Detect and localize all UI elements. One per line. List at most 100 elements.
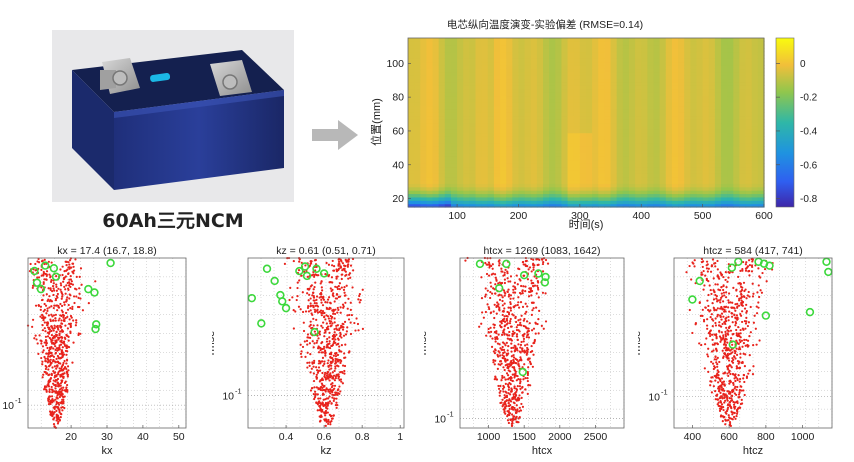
scatter-point xyxy=(537,332,540,335)
scatter-point xyxy=(499,384,502,388)
scatter-point xyxy=(58,317,61,320)
scatter-point xyxy=(513,349,516,353)
scatter-point xyxy=(59,369,62,372)
scatter-point xyxy=(505,391,508,394)
scatter-point xyxy=(40,356,43,360)
scatter-point xyxy=(331,360,334,363)
scatter-point xyxy=(515,388,519,391)
scatter-point xyxy=(492,359,495,362)
scatter-point xyxy=(62,278,66,281)
scatter-point xyxy=(342,326,345,329)
scatter-point xyxy=(329,314,332,318)
scatter-point xyxy=(292,327,295,330)
scatter-point xyxy=(66,375,69,378)
scatter-point xyxy=(746,339,750,342)
scatter-point xyxy=(333,300,336,303)
scatter-point xyxy=(530,313,533,316)
scatter-x-tick-label: 0.6 xyxy=(317,431,332,443)
scatter-point xyxy=(508,363,511,366)
scatter-point xyxy=(513,344,516,347)
scatter-point xyxy=(330,276,334,279)
scatter-point xyxy=(322,347,325,350)
heatmap-y-tick-label: 80 xyxy=(392,92,404,104)
scatter-point xyxy=(302,329,306,333)
scatter-point xyxy=(357,329,360,332)
scatter-point xyxy=(339,378,343,381)
scatter-point xyxy=(43,386,47,389)
scatter-point xyxy=(518,410,521,413)
scatter-y-tick-label: 10 xyxy=(2,400,14,412)
scatter-point xyxy=(502,351,505,355)
scatter-point xyxy=(347,351,351,354)
scatter-point xyxy=(504,403,507,406)
scatter-point xyxy=(731,357,734,360)
scatter-point xyxy=(748,295,751,298)
scatter-point xyxy=(340,344,343,347)
scatter-point xyxy=(334,359,337,363)
scatter-point xyxy=(358,292,361,296)
scatter-point xyxy=(723,347,726,350)
scatter-point xyxy=(710,292,713,296)
scatter-point xyxy=(308,342,311,345)
scatter-point xyxy=(339,311,342,314)
scatter-point xyxy=(531,365,534,368)
scatter-point xyxy=(324,398,327,401)
scatter-point xyxy=(530,279,533,282)
scatter-point xyxy=(326,362,329,365)
scatter-point xyxy=(515,379,518,382)
scatter-point xyxy=(56,324,59,328)
scatter-point xyxy=(500,294,503,297)
scatter-point xyxy=(361,288,364,291)
scatter-point xyxy=(494,340,497,343)
scatter-point xyxy=(48,306,51,309)
highlight-point xyxy=(688,295,697,304)
scatter-point xyxy=(725,355,728,359)
scatter-point xyxy=(489,296,492,300)
scatter-point xyxy=(524,260,527,263)
colorbar-tick-label: -0.2 xyxy=(800,93,818,104)
scatter-point xyxy=(734,417,737,420)
scatter-point xyxy=(51,360,55,363)
scatter-point xyxy=(326,370,330,373)
scatter-point xyxy=(742,295,745,298)
scatter-point xyxy=(718,385,722,388)
scatter-point xyxy=(59,340,62,343)
scatter-point xyxy=(738,299,741,302)
scatter-point xyxy=(33,337,36,340)
scatter-point xyxy=(339,306,342,309)
scatter-point xyxy=(327,420,330,423)
scatter-point xyxy=(338,392,341,395)
scatter-point xyxy=(335,373,338,376)
scatter-point xyxy=(515,415,518,419)
colorbar-tick-label: -0.4 xyxy=(800,126,818,137)
scatter-point xyxy=(495,312,498,315)
scatter-point xyxy=(750,264,754,267)
scatter-point xyxy=(511,420,514,423)
scatter-point xyxy=(350,313,353,317)
scatter-point xyxy=(694,321,698,325)
scatter-point xyxy=(688,264,691,268)
scatter-point xyxy=(330,324,333,327)
scatter-point xyxy=(334,354,338,358)
scatter-point xyxy=(701,314,704,318)
scatter-point xyxy=(315,298,318,301)
scatter-point xyxy=(691,331,694,335)
scatter-point xyxy=(317,351,321,354)
scatter-point xyxy=(707,308,710,312)
scatter-point xyxy=(52,355,56,358)
scatter-point xyxy=(506,337,509,340)
scatter-point xyxy=(722,392,725,395)
scatter-point xyxy=(339,265,342,268)
scatter-point xyxy=(718,405,721,408)
scatter-point xyxy=(493,326,496,329)
scatter-point xyxy=(524,344,527,347)
scatter-point xyxy=(511,330,515,333)
scatter-point xyxy=(506,363,509,366)
scatter-point xyxy=(484,295,487,298)
scatter-point xyxy=(513,291,517,294)
scatter-point xyxy=(332,399,335,403)
highlight-point xyxy=(106,258,115,268)
scatter-point xyxy=(512,297,515,300)
scatter-point xyxy=(58,409,61,412)
scatter-point xyxy=(328,331,331,334)
